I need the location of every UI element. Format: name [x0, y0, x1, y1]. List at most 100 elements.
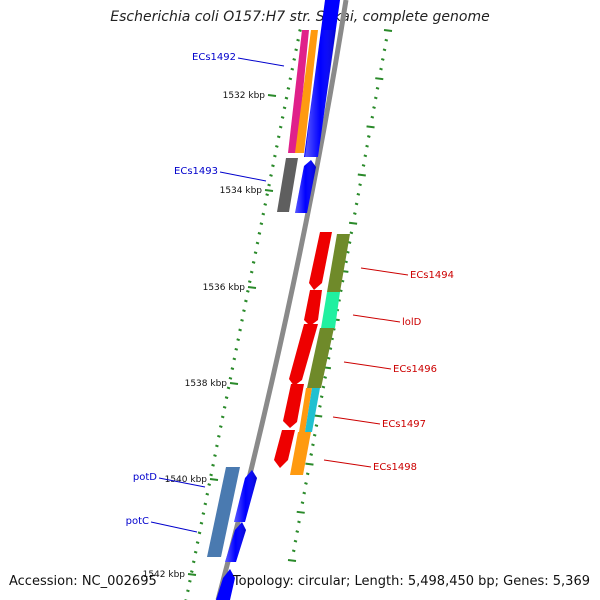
gene-leader-line: [352, 314, 401, 323]
gene-leader-line: [323, 459, 372, 468]
orange-cog-bar: [290, 432, 311, 475]
tick-mark: [199, 521, 204, 525]
tick-mark: [242, 309, 246, 313]
tick-mark: [205, 492, 210, 496]
tick-mark: [269, 173, 273, 177]
gene-label-ECs1494[interactable]: ECs1494: [410, 270, 454, 281]
olive-cog-bar: [307, 328, 334, 388]
tick-mark: [380, 57, 385, 61]
gene-label-ECs1496[interactable]: ECs1496: [393, 364, 437, 375]
tick-mark: [271, 164, 275, 168]
tick-mark: [213, 454, 217, 458]
reverse-gene-arrow: [309, 232, 332, 290]
kbp-tick: [247, 286, 257, 289]
tick-mark: [230, 367, 235, 371]
cyan-cog-bar: [305, 388, 320, 432]
gene-leader-line: [343, 361, 392, 370]
kbp-tick: [187, 573, 197, 576]
tick-mark: [253, 251, 258, 255]
tick-mark: [298, 29, 302, 32]
gene-label-ECs1497[interactable]: ECs1497: [382, 419, 426, 430]
tick-mark: [215, 444, 219, 448]
gene-label-ECs1492[interactable]: ECs1492: [192, 52, 236, 63]
tick-mark: [302, 491, 307, 495]
kbp-label: 1534 kbp: [220, 186, 263, 196]
tick-mark: [238, 328, 242, 332]
tick-mark: [246, 289, 250, 293]
tick-mark: [295, 530, 300, 534]
tick-mark: [209, 473, 213, 477]
tick-mark: [370, 115, 375, 119]
tick-mark: [305, 472, 310, 476]
gene-label-lolD[interactable]: lolD: [402, 317, 422, 328]
reverse-gene-arrow: [283, 384, 304, 428]
tick-mark: [366, 125, 375, 129]
tick-mark: [193, 550, 198, 554]
tick-mark: [365, 144, 369, 148]
kbp-label: 1536 kbp: [203, 283, 246, 293]
tick-mark: [282, 106, 287, 110]
tick-mark: [286, 87, 291, 90]
accession-label: Accession: NC_002695: [9, 574, 157, 589]
tick-mark: [247, 280, 252, 284]
reverse-gene-arrow: [304, 290, 322, 326]
tick-mark: [244, 299, 248, 303]
tick-mark: [353, 212, 357, 216]
topology-label: Topology: circular; Length: 5,498,450 bp…: [232, 574, 590, 589]
tick-mark: [278, 125, 283, 129]
tick-mark: [348, 221, 358, 225]
tick-mark: [297, 520, 301, 524]
tick-mark: [201, 512, 206, 515]
top-feature-group: [288, 0, 340, 157]
tick-mark: [291, 549, 296, 553]
tick-mark: [296, 38, 300, 42]
magenta-cog-bar: [288, 30, 309, 153]
gene-label-potD[interactable]: potD: [133, 472, 157, 483]
gene-label-potC[interactable]: potC: [126, 516, 149, 527]
kbp-label: 1538 kbp: [185, 379, 228, 389]
tick-mark: [224, 396, 229, 400]
tick-mark: [314, 414, 323, 418]
tick-mark: [280, 116, 285, 119]
tick-mark: [191, 560, 196, 564]
gene-leader-line: [219, 171, 267, 182]
tick-mark: [211, 463, 215, 467]
tick-mark: [222, 405, 227, 409]
tick-mark: [323, 375, 327, 379]
tick-mark: [312, 433, 317, 437]
tick-mark: [274, 144, 279, 148]
kbp-tick: [267, 94, 277, 97]
tick-mark: [382, 48, 387, 52]
tick-mark: [288, 77, 293, 81]
tick-mark: [207, 483, 212, 487]
tick-mark: [304, 481, 308, 485]
tick-mark: [287, 559, 297, 562]
gene-leader-line: [360, 267, 409, 276]
reverse-gene-arrow: [289, 324, 318, 386]
kbp-label-group: 1532 kbp 1534 kbp 1536 kbp 1538 kbp 1540 kbp…: [143, 91, 277, 580]
tick-mark: [314, 424, 319, 428]
tick-mark: [375, 86, 380, 90]
tick-mark: [309, 453, 314, 456]
tick-mark: [220, 415, 225, 419]
tick-mark: [218, 425, 223, 429]
tick-mark: [232, 357, 237, 361]
tick-mark: [236, 338, 240, 342]
tick-mark: [349, 231, 354, 235]
tick-mark: [366, 135, 371, 138]
tick-mark: [305, 462, 314, 466]
tick-mark: [234, 347, 239, 351]
tick-mark: [358, 183, 362, 187]
gene-label-ECs1493[interactable]: ECs1493: [174, 166, 218, 177]
tick-mark: [292, 58, 297, 61]
shade: [234, 470, 257, 522]
tick-mark: [261, 212, 266, 216]
gene-label-ECs1498[interactable]: ECs1498: [373, 462, 417, 473]
gray-cog-bar: [277, 158, 298, 212]
forward-gene-bar-top: [305, 30, 336, 157]
tick-mark: [217, 434, 221, 438]
kbp-tick: [264, 189, 274, 192]
gene-leader-line: [332, 416, 381, 425]
tick-mark: [354, 202, 359, 206]
